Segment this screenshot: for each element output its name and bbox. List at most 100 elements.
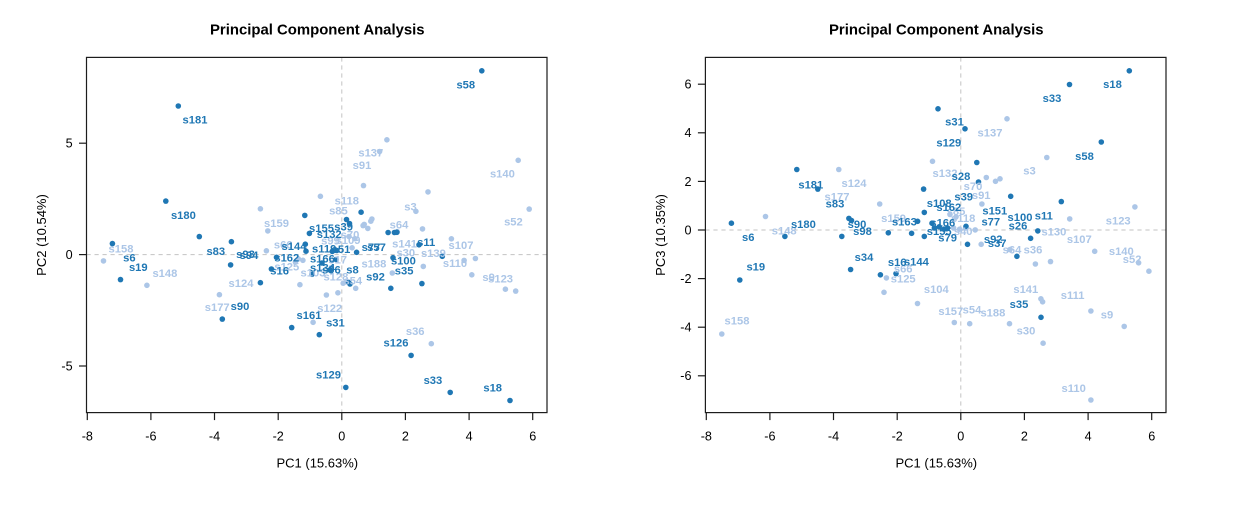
svg-text:s17: s17 — [328, 255, 347, 267]
svg-text:s159: s159 — [264, 218, 289, 230]
svg-text:s129: s129 — [936, 138, 961, 150]
svg-text:s124: s124 — [842, 178, 868, 190]
svg-text:s181: s181 — [798, 179, 823, 191]
svg-text:s110: s110 — [443, 258, 467, 270]
svg-text:s92: s92 — [984, 234, 1003, 246]
svg-text:s52: s52 — [1123, 254, 1142, 266]
svg-text:s19: s19 — [746, 261, 765, 273]
svg-text:s18: s18 — [483, 382, 502, 394]
svg-text:s91: s91 — [353, 160, 372, 172]
svg-text:s94: s94 — [240, 250, 259, 262]
svg-text:s18: s18 — [1103, 79, 1122, 91]
svg-text:s159: s159 — [881, 213, 906, 225]
svg-text:-8: -8 — [701, 430, 712, 444]
svg-text:s137: s137 — [358, 148, 383, 160]
svg-text:s123: s123 — [1106, 215, 1131, 227]
svg-text:s57: s57 — [367, 242, 386, 254]
svg-text:s92: s92 — [366, 272, 385, 284]
svg-text:s26: s26 — [1009, 221, 1028, 233]
svg-text:s99: s99 — [321, 235, 340, 247]
svg-text:s144: s144 — [282, 241, 308, 253]
svg-text:s33: s33 — [424, 375, 443, 387]
svg-text:s162: s162 — [936, 202, 961, 214]
svg-text:s77: s77 — [362, 242, 381, 254]
svg-text:s58: s58 — [1075, 151, 1094, 163]
svg-text:6: 6 — [684, 78, 691, 92]
svg-text:s8: s8 — [346, 264, 358, 276]
svg-text:s118: s118 — [951, 213, 975, 225]
svg-text:s144: s144 — [904, 257, 930, 269]
svg-text:2: 2 — [684, 175, 691, 189]
svg-text:s188: s188 — [361, 259, 386, 271]
svg-text:s6: s6 — [123, 253, 135, 265]
svg-text:PC1 (15.63%): PC1 (15.63%) — [895, 456, 977, 471]
svg-text:s139: s139 — [421, 248, 446, 260]
svg-text:-2: -2 — [680, 272, 691, 286]
svg-text:s125: s125 — [891, 273, 916, 285]
svg-text:s54: s54 — [963, 305, 982, 317]
svg-text:s118: s118 — [335, 195, 359, 207]
svg-text:s37: s37 — [988, 238, 1007, 250]
svg-text:s30: s30 — [396, 248, 415, 260]
svg-text:s141: s141 — [392, 239, 417, 251]
svg-text:s130: s130 — [1041, 227, 1066, 239]
svg-text:s70: s70 — [341, 230, 360, 242]
svg-text:s158: s158 — [109, 243, 134, 255]
svg-text:s90: s90 — [848, 219, 867, 231]
svg-text:0: 0 — [338, 430, 345, 444]
svg-text:2: 2 — [402, 430, 409, 444]
svg-text:s39: s39 — [334, 221, 353, 233]
svg-text:s148: s148 — [772, 225, 797, 237]
svg-text:4: 4 — [1085, 430, 1092, 444]
svg-text:2: 2 — [1021, 430, 1028, 444]
svg-text:s124: s124 — [229, 278, 255, 290]
svg-text:s188: s188 — [980, 308, 1005, 320]
svg-text:s33: s33 — [1043, 93, 1062, 105]
svg-text:s35: s35 — [395, 266, 414, 278]
svg-text:s110: s110 — [1062, 383, 1086, 395]
svg-text:s70: s70 — [964, 181, 983, 193]
svg-text:s28: s28 — [952, 171, 971, 183]
svg-text:s103: s103 — [301, 268, 326, 280]
svg-text:s66: s66 — [274, 239, 293, 251]
svg-text:s9: s9 — [482, 272, 494, 284]
svg-text:-5: -5 — [61, 359, 72, 373]
svg-text:-2: -2 — [892, 430, 903, 444]
svg-text:s151: s151 — [982, 206, 1007, 218]
svg-text:s52: s52 — [504, 216, 523, 228]
svg-text:s108: s108 — [927, 198, 952, 210]
svg-text:s181: s181 — [183, 114, 208, 126]
svg-text:s39: s39 — [954, 191, 973, 203]
svg-text:s128: s128 — [323, 272, 348, 284]
svg-text:s137: s137 — [978, 128, 1003, 140]
svg-text:s134: s134 — [310, 263, 336, 275]
svg-text:s79: s79 — [938, 233, 957, 245]
svg-text:s36: s36 — [1024, 245, 1043, 257]
svg-text:s34: s34 — [855, 252, 874, 264]
svg-text:s11: s11 — [417, 237, 435, 249]
svg-text:s31: s31 — [326, 317, 345, 329]
svg-text:s54: s54 — [343, 275, 362, 287]
svg-text:6: 6 — [529, 430, 536, 444]
svg-text:s100: s100 — [391, 255, 416, 267]
svg-text:s16: s16 — [270, 266, 289, 278]
svg-text:s122: s122 — [317, 303, 342, 315]
svg-text:s16: s16 — [888, 257, 907, 269]
svg-text:s126: s126 — [384, 338, 409, 350]
svg-text:s36: s36 — [406, 326, 425, 338]
svg-text:s9: s9 — [1101, 309, 1113, 321]
svg-text:s111: s111 — [1061, 290, 1085, 302]
svg-text:s91: s91 — [972, 190, 991, 202]
svg-text:-4: -4 — [680, 321, 691, 335]
svg-text:s35: s35 — [1010, 299, 1029, 311]
svg-text:4: 4 — [684, 126, 691, 140]
svg-text:s125: s125 — [274, 261, 299, 273]
svg-text:-4: -4 — [828, 430, 839, 444]
svg-text:0: 0 — [66, 248, 73, 262]
svg-text:s177: s177 — [205, 302, 230, 314]
svg-text:-6: -6 — [680, 369, 691, 383]
svg-text:s180: s180 — [171, 210, 196, 222]
svg-text:5: 5 — [66, 137, 73, 151]
svg-text:s166: s166 — [930, 218, 955, 230]
svg-text:s161: s161 — [297, 310, 322, 322]
